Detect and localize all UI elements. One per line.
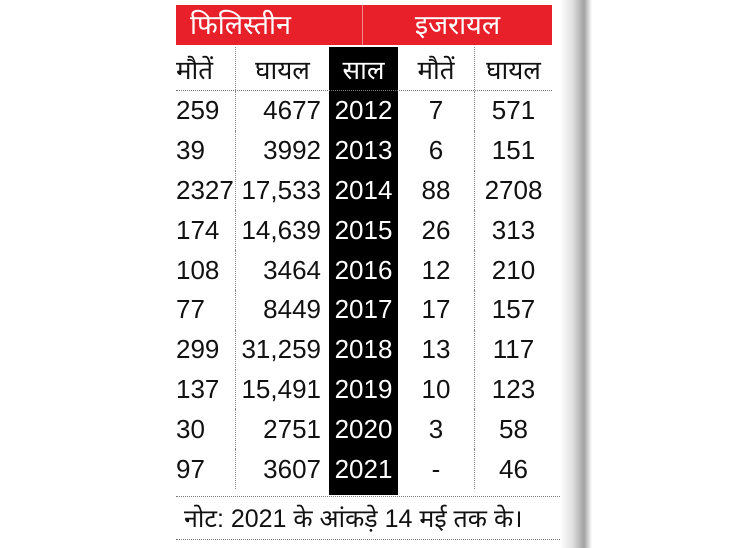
table-cell: 174 — [176, 210, 236, 251]
table-row: 2327 17,533 2014 88 2708 — [176, 170, 552, 211]
table-cell: 8449 — [263, 294, 321, 325]
table-cell: 313 — [491, 214, 536, 245]
table-cell: 2015 — [334, 214, 393, 245]
table-cell: 17,533 — [241, 174, 321, 205]
table-cell: 58 — [499, 413, 528, 444]
table-cell: 30 — [176, 409, 236, 450]
table-cell: 151 — [491, 135, 536, 166]
table-cell: 117 — [492, 334, 535, 365]
group-header-israel: इजरायल — [414, 10, 501, 40]
table-cell: 2017 — [334, 294, 393, 325]
table-cell: 10 — [398, 369, 475, 410]
table-cell: 97 — [176, 449, 236, 489]
table-cell: 2021 — [334, 453, 393, 484]
table-cell: 210 — [491, 254, 536, 285]
year-column-background — [329, 47, 398, 495]
footnote: नोट: 2021 के आंकड़े 14 मई तक के। — [176, 496, 560, 540]
table-cell: 2019 — [334, 373, 393, 404]
table-cell: 3992 — [263, 135, 321, 166]
table-cell: 17 — [398, 289, 475, 330]
table-cell: 26 — [398, 210, 475, 251]
table-cell: 13 — [398, 329, 475, 370]
table-row: 137 15,491 2019 10 123 — [176, 369, 552, 410]
table-cell: 3607 — [263, 453, 321, 484]
group-header-palestine: फिलिस्तीन — [176, 5, 363, 45]
column-header-row: मौतें घायल साल मौतें घायल — [176, 47, 552, 91]
table-cell: 4677 — [263, 95, 321, 126]
table-cell: 77 — [176, 289, 236, 330]
table-cell: 2751 — [263, 413, 321, 444]
table-cell: 46 — [499, 453, 528, 484]
table-cell: 137 — [176, 369, 236, 410]
table-cell: 123 — [491, 373, 536, 404]
table-cell: 108 — [176, 250, 236, 290]
table-row: 39 3992 2013 6 151 — [176, 130, 552, 171]
table-cell: 259 — [176, 91, 236, 131]
table-cell: 3 — [398, 409, 475, 450]
column-header: मौतें — [398, 47, 475, 90]
table-row: 30 2751 2020 3 58 — [176, 409, 552, 450]
table-cell: 15,491 — [241, 373, 321, 404]
table-row: 77 8449 2017 17 157 — [176, 289, 552, 330]
table-cell: 2708 — [484, 174, 543, 205]
table-cell: 157 — [491, 294, 536, 325]
table-row: 174 14,639 2015 26 313 — [176, 210, 552, 251]
table-cell: 2012 — [334, 95, 393, 126]
data-table: मौतें घायल साल मौतें घायल 259 4677 2012 7 57… — [176, 47, 552, 495]
table-cell: 14,639 — [241, 214, 321, 245]
table-cell: 31,259 — [241, 334, 321, 365]
table-cell: 2018 — [334, 334, 393, 365]
table-cell: 299 — [176, 329, 236, 370]
group-header: फिलिस्तीन इजरायल — [176, 5, 552, 45]
table-row: 299 31,259 2018 13 117 — [176, 329, 552, 370]
table-cell: 2013 — [334, 135, 393, 166]
table-cell: 2327 — [176, 170, 236, 211]
table-cell: 6 — [398, 130, 475, 171]
table-row: 108 3464 2016 12 210 — [176, 250, 552, 290]
column-header: मौतें — [176, 47, 236, 90]
table-cell: 2016 — [334, 254, 393, 285]
table-cell: 39 — [176, 130, 236, 171]
table-cell: 7 — [398, 91, 475, 131]
table-cell: 12 — [398, 250, 475, 290]
table-cell: 88 — [398, 170, 475, 211]
table-cell: - — [398, 449, 475, 489]
column-header: साल — [342, 54, 385, 85]
table-cell: 2020 — [334, 413, 393, 444]
page-shadow — [560, 0, 592, 548]
table-cell: 3464 — [263, 254, 321, 285]
column-header: घायल — [486, 54, 541, 85]
table-cell: 2014 — [334, 174, 393, 205]
column-header: घायल — [255, 54, 310, 85]
table-row: 259 4677 2012 7 571 — [176, 91, 552, 131]
table-row: 97 3607 2021-46 — [176, 449, 552, 489]
table-cell: 571 — [491, 95, 536, 126]
